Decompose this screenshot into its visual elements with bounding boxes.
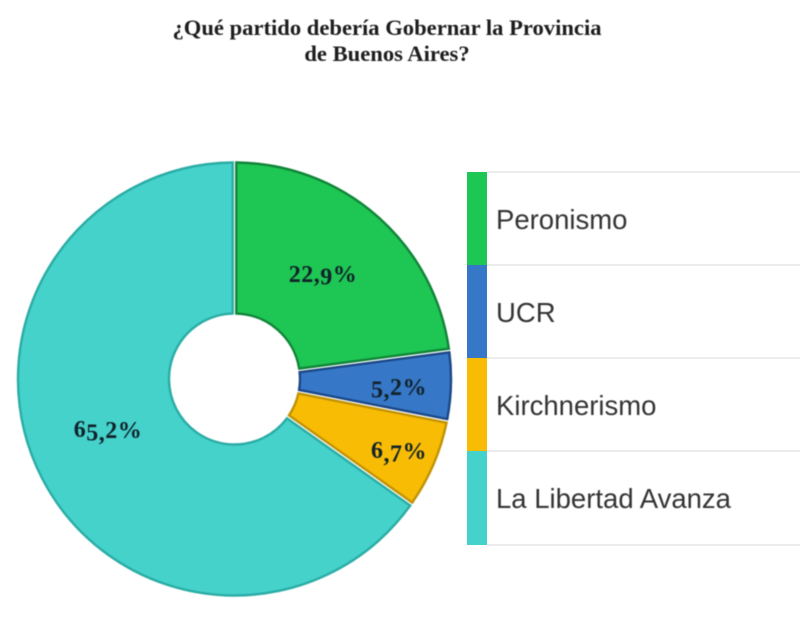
svg-text:6,7%: 6,7% [371, 438, 427, 468]
svg-text:5,2%: 5,2% [371, 375, 427, 404]
svg-text:65,2%: 65,2% [74, 417, 143, 447]
svg-text:22,9%: 22,9% [289, 262, 358, 291]
